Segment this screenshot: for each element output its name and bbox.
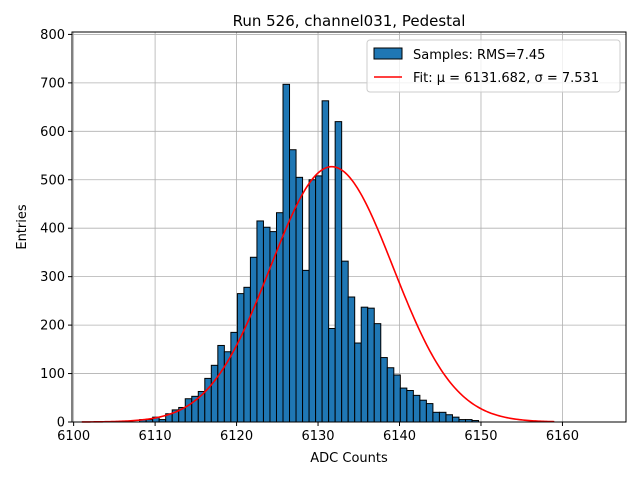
x-tick-label: 6130 — [301, 429, 334, 444]
histogram-bar — [243, 286, 251, 423]
histogram-bar — [380, 357, 388, 423]
plot-frame — [71, 31, 627, 423]
y-tick-label: 400 — [40, 222, 65, 237]
histogram-bar — [386, 367, 395, 423]
histogram-bar — [425, 403, 434, 423]
histogram-bar — [210, 364, 219, 423]
x-tick-label: 6100 — [57, 429, 90, 444]
y-tick-label: 100 — [40, 367, 65, 382]
legend-label-fit: Fit: μ = 6131.682, σ = 7.531 — [413, 71, 599, 86]
histogram-bar — [328, 327, 336, 423]
y-tick-label: 200 — [40, 319, 65, 334]
legend-swatch-samples — [373, 47, 403, 60]
x-tick-label: 6110 — [139, 429, 172, 444]
histogram-bar — [406, 390, 414, 423]
histogram-bar — [399, 387, 408, 423]
histogram-bar — [184, 398, 193, 423]
x-tick-label: 6150 — [464, 429, 497, 444]
histogram-bar — [438, 411, 447, 423]
fit-curve-group — [81, 165, 555, 423]
grid — [72, 32, 626, 423]
y-axis-ticks: 0 100 200 300 400 500 600 700 800 — [40, 28, 72, 431]
legend-label-samples: Samples: RMS=7.45 — [413, 48, 545, 63]
y-tick-label: 500 — [40, 173, 65, 188]
histogram-bar — [249, 256, 258, 423]
histogram-bar — [432, 411, 440, 423]
y-tick-label: 0 — [57, 416, 65, 431]
histogram-bar — [262, 226, 271, 423]
histogram-bar — [256, 220, 264, 423]
histogram-bar — [419, 399, 427, 423]
y-tick-label: 800 — [40, 28, 65, 43]
histogram-bar — [367, 307, 375, 423]
histogram-bar — [341, 260, 349, 423]
histogram-bar — [302, 269, 310, 423]
histogram-bar — [393, 374, 401, 423]
y-axis-label: Entries — [15, 204, 30, 250]
y-tick-label: 600 — [40, 125, 65, 140]
histogram-bar — [360, 306, 369, 423]
y-tick-label: 300 — [40, 270, 65, 285]
histogram-bar — [289, 149, 297, 423]
histogram-bar — [236, 293, 245, 423]
x-axis-ticks: 6100 6110 6120 6130 6140 6150 6160 — [57, 422, 579, 444]
histogram-bar — [315, 175, 323, 423]
histogram-bar — [217, 344, 225, 423]
histogram-bar — [354, 342, 362, 423]
legend: Samples: RMS=7.45 Fit: μ = 6131.682, σ =… — [366, 39, 621, 93]
y-tick-label: 700 — [40, 76, 65, 91]
x-tick-label: 6120 — [220, 429, 253, 444]
histogram-bar — [347, 296, 356, 423]
x-axis-label: ADC Counts — [310, 451, 388, 466]
histogram-bars — [139, 83, 480, 423]
chart-title: Run 526, channel031, Pedestal — [233, 12, 466, 30]
legend-box — [366, 39, 621, 93]
histogram-bar — [373, 323, 382, 423]
histogram-bar — [451, 416, 460, 423]
x-tick-label: 6160 — [546, 429, 579, 444]
x-tick-label: 6140 — [383, 429, 416, 444]
histogram-bar — [321, 100, 330, 423]
fit-curve — [81, 165, 555, 423]
histogram-bar — [308, 179, 317, 423]
histogram-bar — [282, 83, 291, 423]
histogram-bar — [412, 394, 421, 423]
histogram-bar — [445, 414, 453, 423]
histogram-bar — [295, 176, 304, 423]
